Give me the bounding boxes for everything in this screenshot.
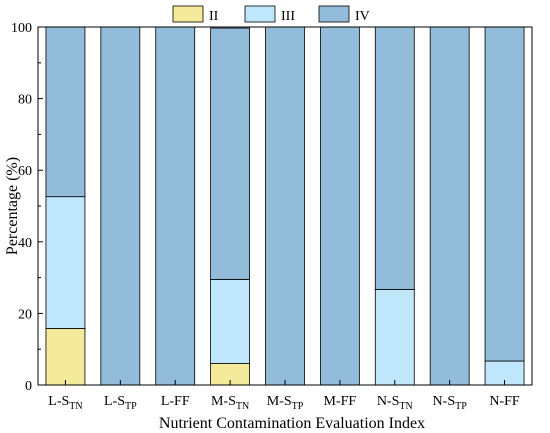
- y-tick-label: 100: [11, 21, 32, 36]
- x-tick-label: L-FF: [161, 394, 190, 409]
- bar-segment-II-1: [45, 328, 86, 386]
- legend: II III IV: [172, 5, 370, 24]
- x-tick-label: N-STN: [377, 394, 413, 412]
- y-tick-label: 40: [18, 236, 32, 251]
- x-tick-label: L-STN: [48, 394, 82, 412]
- bar-segment-IV-9: [484, 26, 525, 362]
- y-axis-label: Percentage (%): [4, 157, 21, 255]
- legend-label-III: III: [281, 9, 295, 24]
- bar-segment-IV-2: [100, 26, 141, 386]
- x-tick-label: L-STP: [104, 394, 137, 412]
- x-tick-label: M-FF: [324, 394, 357, 409]
- bar-segment-IV-7: [374, 26, 415, 290]
- y-tick-label: 60: [18, 164, 32, 179]
- legend-label-IV: IV: [355, 9, 370, 24]
- bar-segment-IV-8: [429, 26, 470, 386]
- axes: 0 20 40 60 80 100 L-STN L-STP L-FF M-STN M-STP M-FF…: [11, 21, 533, 412]
- bar-segment-IV-1: [45, 26, 86, 198]
- legend-swatch-IV: [318, 5, 350, 23]
- y-tick-label: 0: [25, 379, 32, 394]
- x-tick-label: M-STN: [211, 394, 249, 412]
- bar-segment-IV-4: [210, 27, 251, 280]
- bars: [45, 26, 525, 386]
- bar-segment-IV-5: [265, 26, 305, 386]
- y-tick-label: 80: [18, 93, 32, 108]
- x-axis-label: Nutrient Contamination Evaluation Index: [159, 415, 425, 432]
- bar-segment-III-7: [374, 289, 415, 386]
- x-tick-label: M-STP: [267, 394, 304, 412]
- legend-swatch-II: [172, 5, 204, 23]
- x-tick-label: N-FF: [489, 394, 520, 409]
- legend-swatch-III: [244, 5, 276, 23]
- bar-segment-IV-3: [155, 26, 196, 386]
- legend-label-II: II: [209, 9, 219, 24]
- x-tick-label: N-STP: [433, 394, 468, 412]
- y-tick-label: 20: [18, 307, 32, 322]
- bar-segment-III-1: [45, 196, 86, 329]
- bar-segment-IV-6: [319, 26, 360, 386]
- bar-segment-III-4: [210, 278, 251, 364]
